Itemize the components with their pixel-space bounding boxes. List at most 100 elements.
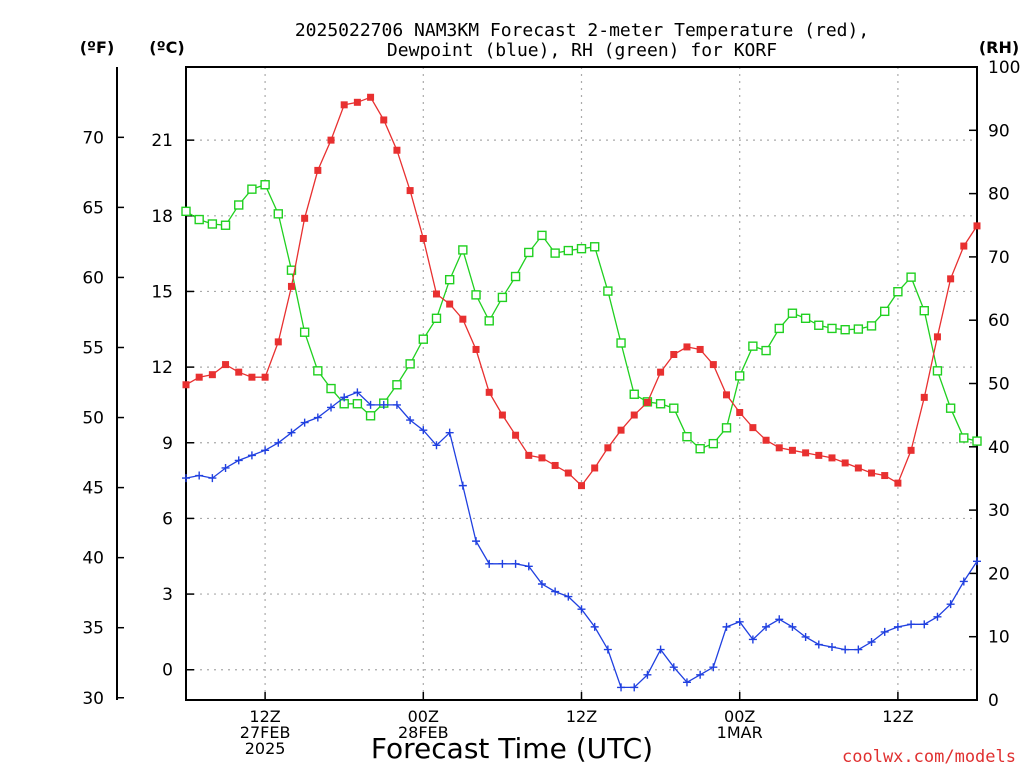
rh-point: [945, 403, 956, 413]
temperature-point: [670, 350, 678, 358]
rh-point: [207, 219, 218, 229]
dewpoint-point: [406, 416, 415, 425]
dewpoint-point: [762, 622, 771, 631]
temperature-point: [868, 469, 876, 477]
dewpoint-point: [893, 622, 902, 631]
temperature-point: [287, 282, 295, 290]
dewpoint-point: [617, 683, 626, 692]
rh-point: [234, 200, 244, 210]
axis-c-label: (ºC): [149, 38, 184, 57]
rh-point: [814, 320, 824, 330]
rh-point: [286, 265, 297, 275]
rh-point: [444, 274, 455, 285]
rh-tick-label: 10: [988, 628, 1010, 648]
temperature-point: [551, 461, 559, 469]
temperature-point: [525, 451, 533, 459]
rh-point: [247, 184, 257, 194]
rh-point: [220, 220, 231, 230]
rh-tick-label: 0: [988, 691, 999, 711]
dewpoint-point: [814, 640, 823, 649]
rh-point: [655, 399, 666, 409]
rh-point: [576, 243, 587, 254]
x-tick-label: 12Z: [882, 707, 913, 726]
rh-point: [299, 327, 310, 337]
temperature-point: [274, 338, 282, 346]
rh-point: [959, 433, 969, 443]
dewpoint-point: [933, 612, 942, 621]
dewpoint-point: [854, 645, 863, 654]
dewpoint-point: [590, 622, 599, 631]
rh-point: [273, 209, 283, 219]
dewpoint-point: [656, 645, 665, 654]
dewpoint-point: [313, 413, 322, 422]
dewpoint-point: [722, 622, 731, 631]
dewpoint-point: [300, 418, 309, 427]
temperature-point: [933, 333, 941, 341]
dewpoint-point: [603, 645, 612, 654]
temperature-point: [327, 136, 335, 144]
dewpoint-point: [234, 456, 243, 465]
rh-point: [431, 313, 442, 324]
temperature-point: [591, 464, 599, 472]
dewpoint-line: [185, 391, 978, 689]
f-tick-label: 40: [82, 549, 104, 569]
rh-tick-label: 90: [988, 121, 1010, 141]
temperature-point: [683, 343, 691, 351]
dewpoint-point: [432, 441, 441, 450]
rh-point: [616, 338, 626, 348]
temperature-point: [762, 436, 770, 444]
rh-point: [721, 423, 732, 433]
dewpoint-point: [643, 670, 652, 679]
dewpoint-point: [445, 428, 454, 437]
temperature-point: [828, 454, 836, 462]
temperature-point: [195, 373, 203, 381]
temperature-point: [301, 214, 309, 222]
rh-point: [326, 383, 336, 394]
rh-point: [603, 286, 613, 296]
temperature-point: [723, 391, 731, 399]
f-tick-label: 70: [82, 128, 104, 148]
rh-tick-label: 70: [988, 248, 1010, 268]
dewpoint-point: [247, 451, 256, 460]
dewpoint-point: [907, 620, 916, 629]
dewpoint-point: [946, 600, 955, 609]
dewpoint-point: [353, 388, 362, 397]
rh-line: [185, 183, 978, 450]
dewpoint-point: [392, 400, 401, 409]
temperature-point: [920, 393, 928, 401]
dewpoint-point: [274, 438, 283, 447]
dewpoint-point: [973, 557, 981, 566]
rh-point: [260, 180, 270, 190]
temperature-point: [815, 451, 823, 459]
rh-point: [761, 345, 771, 356]
rh-tick-label: 20: [988, 564, 1010, 584]
dewpoint-point: [551, 587, 560, 596]
dewpoint-point: [788, 622, 797, 631]
dewpoint-point: [748, 635, 757, 644]
temperature-point: [973, 222, 981, 230]
rh-point: [497, 292, 508, 303]
rh-point: [880, 306, 890, 317]
dewpoint-point: [458, 481, 467, 490]
rh-point: [774, 323, 784, 334]
temperature-point: [261, 373, 269, 381]
rh-point: [352, 399, 363, 409]
rh-point: [866, 321, 877, 331]
dewpoint-point: [630, 683, 639, 692]
rh-point: [748, 341, 758, 351]
dewpoint-point: [182, 474, 190, 483]
rh-tick-label: 30: [988, 501, 1010, 521]
dewpoint-point: [287, 428, 296, 437]
dewpoint-point: [880, 627, 889, 636]
f-tick-label: 45: [82, 479, 104, 499]
temperature-point: [353, 98, 361, 106]
rh-point: [853, 324, 864, 334]
c-tick-label: 18: [151, 207, 173, 227]
temperature-point: [498, 411, 506, 419]
temperature-point: [182, 381, 190, 389]
rh-point: [906, 272, 916, 282]
rh-point: [563, 245, 574, 256]
temperature-point: [907, 446, 915, 454]
axes: 30 35 40 45 50 55 60 65 70 0 3 6 9 12 15 18 21 0 10 20 30 40 5…: [82, 58, 1020, 758]
